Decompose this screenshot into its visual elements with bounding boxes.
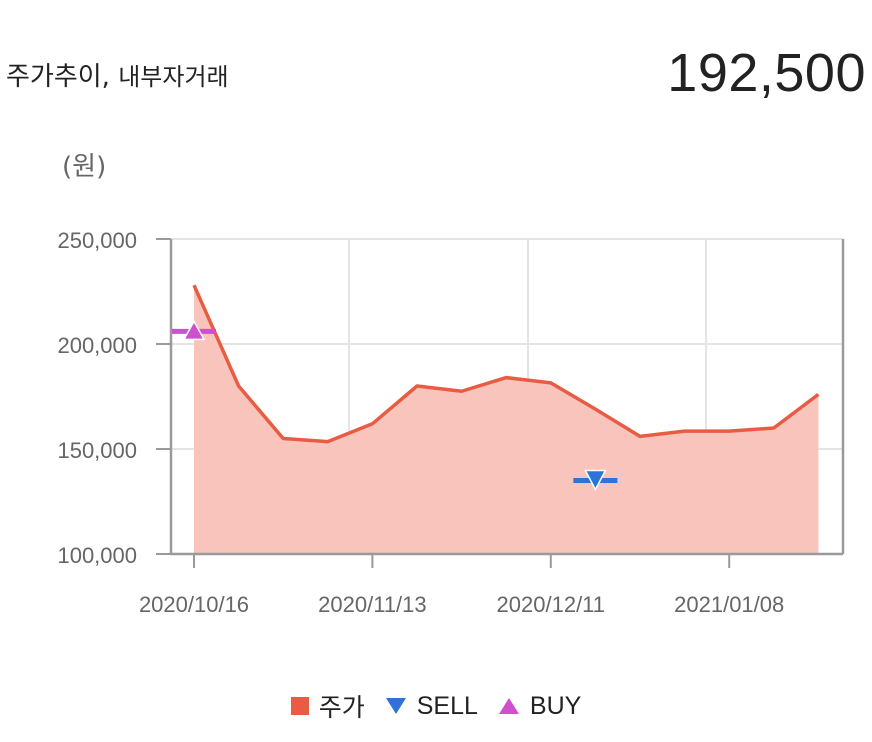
chart-legend: 주가 SELL BUY <box>0 688 872 724</box>
x-tick-label: 2020/11/13 <box>318 592 426 617</box>
y-tick-label: 200,000 <box>57 333 137 358</box>
title-subtitle: 내부자거래 <box>118 63 229 91</box>
y-tick-label: 150,000 <box>57 438 137 463</box>
stock-chart: 100,000 150,000 200,000 250,000 2020/10/16 20… <box>57 228 845 617</box>
title-main: 주가추이, <box>6 62 110 92</box>
price-area <box>194 285 819 554</box>
current-price: 192,500 <box>667 43 866 103</box>
x-tick-label: 2020/12/11 <box>497 592 605 617</box>
x-tick-label: 2020/10/16 <box>139 592 249 617</box>
triangle-down-icon <box>385 698 406 714</box>
square-icon <box>290 697 309 715</box>
sell-marker <box>584 469 607 492</box>
triangle-up-icon <box>498 698 519 714</box>
legend-item-sell[interactable]: SELL <box>385 688 478 724</box>
x-tick-label: 2021/01/08 <box>674 592 784 617</box>
y-tick-label: 100,000 <box>57 543 137 568</box>
y-tick-label: 250,000 <box>57 228 137 253</box>
legend-label-price: 주가 <box>318 694 365 722</box>
buy-marker <box>182 319 206 341</box>
y-axis-unit: (원) <box>62 152 107 182</box>
legend-item-buy[interactable]: BUY <box>498 688 581 724</box>
legend-item-price[interactable]: 주가 <box>290 688 365 724</box>
legend-label-sell: SELL <box>416 691 478 720</box>
legend-label-buy: BUY <box>529 691 582 720</box>
chart-title: 주가추이, 내부자거래 <box>6 56 229 93</box>
